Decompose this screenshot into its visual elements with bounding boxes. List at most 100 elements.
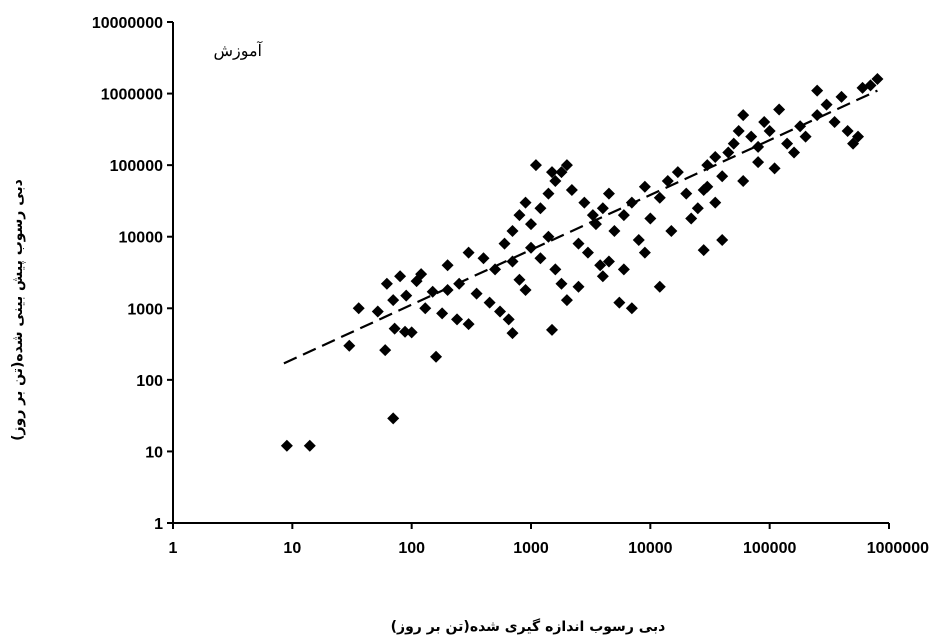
data-point <box>525 241 537 254</box>
data-point <box>506 255 519 268</box>
data-point <box>405 326 418 339</box>
data-point <box>752 156 765 169</box>
data-point <box>477 252 490 265</box>
data-point <box>781 137 794 150</box>
data-point <box>506 225 519 238</box>
data-point <box>638 180 651 193</box>
data-point <box>716 170 729 183</box>
data-point <box>685 212 698 225</box>
data-point <box>352 302 365 315</box>
data-point <box>732 124 745 137</box>
data-point <box>602 255 615 268</box>
data-point <box>534 202 547 215</box>
data-point <box>572 237 585 250</box>
annotation-label: آموزش <box>213 40 263 60</box>
data-point <box>529 159 542 172</box>
data-point <box>828 116 841 129</box>
data-point <box>542 230 555 243</box>
data-point <box>525 218 537 231</box>
data-point <box>752 140 765 153</box>
data-point <box>483 296 496 309</box>
data-point <box>709 196 722 209</box>
data-point <box>864 79 877 92</box>
x-tick-label: 100000 <box>743 540 796 557</box>
data-point <box>546 323 559 336</box>
data-point <box>697 183 710 196</box>
data-point <box>343 339 356 352</box>
data-point <box>773 103 786 116</box>
data-point <box>680 187 693 200</box>
trend-line <box>283 89 878 365</box>
data-point <box>617 263 630 276</box>
data-point <box>555 277 568 290</box>
data-point <box>665 225 678 238</box>
x-tick-label: 1000000 <box>867 540 929 557</box>
data-point <box>625 196 638 209</box>
data-point <box>400 289 413 302</box>
data-point <box>617 209 630 222</box>
data-point <box>594 259 607 272</box>
data-point <box>280 439 293 452</box>
data-point <box>841 124 854 137</box>
data-point <box>709 150 722 163</box>
data-point <box>820 98 833 111</box>
data-point <box>494 305 507 318</box>
data-point <box>722 146 735 159</box>
y-tick-label: 1000 <box>127 301 163 318</box>
data-point <box>737 175 750 188</box>
data-point <box>371 305 384 318</box>
data-point <box>549 175 562 188</box>
data-point <box>534 252 547 265</box>
data-point <box>388 322 401 335</box>
data-point <box>462 246 475 259</box>
data-point <box>387 412 400 425</box>
x-tick-label: 10000 <box>628 540 673 557</box>
y-tick-label: 10000000 <box>92 15 163 32</box>
x-tick-label: 10 <box>283 540 301 557</box>
x-tick-label: 1 <box>169 540 178 557</box>
data-point <box>638 246 651 259</box>
data-point <box>758 116 771 129</box>
data-point <box>451 313 464 326</box>
data-point <box>555 166 568 179</box>
data-point <box>653 191 666 204</box>
data-point <box>560 159 573 172</box>
data-point <box>581 246 594 259</box>
y-tick-label: 100000 <box>110 158 163 175</box>
data-point <box>835 90 848 103</box>
data-point <box>470 287 483 300</box>
data-point <box>811 109 824 122</box>
data-point <box>565 183 578 196</box>
x-axis-title: دبی رسوب اندازه گیری شده(تن بر روز) <box>391 618 666 635</box>
data-point <box>596 270 609 283</box>
data-point <box>546 166 559 179</box>
data-point <box>419 302 432 315</box>
data-point <box>542 187 555 200</box>
data-point <box>380 277 393 290</box>
data-point <box>613 296 626 309</box>
data-point <box>799 130 812 143</box>
data-point <box>519 284 532 297</box>
data-point <box>549 263 562 276</box>
data-point <box>727 137 740 150</box>
data-point <box>415 268 428 281</box>
data-point <box>871 72 884 85</box>
y-tick-label: 100 <box>136 373 163 390</box>
data-point <box>441 284 454 297</box>
data-point <box>394 270 407 283</box>
data-point <box>578 196 591 209</box>
data-point <box>430 350 443 363</box>
data-point <box>436 307 449 320</box>
data-point <box>596 202 609 215</box>
data-point <box>632 233 645 246</box>
data-point <box>513 273 526 286</box>
data-point <box>794 120 807 133</box>
data-point <box>602 187 615 200</box>
data-point <box>498 237 511 250</box>
data-point <box>697 244 710 257</box>
x-tick-label: 1000 <box>513 540 549 557</box>
data-point <box>716 233 729 246</box>
plot-area: 1 10 100 1000 10000 100000 1000000 10000000 1 10 1… <box>92 15 929 557</box>
